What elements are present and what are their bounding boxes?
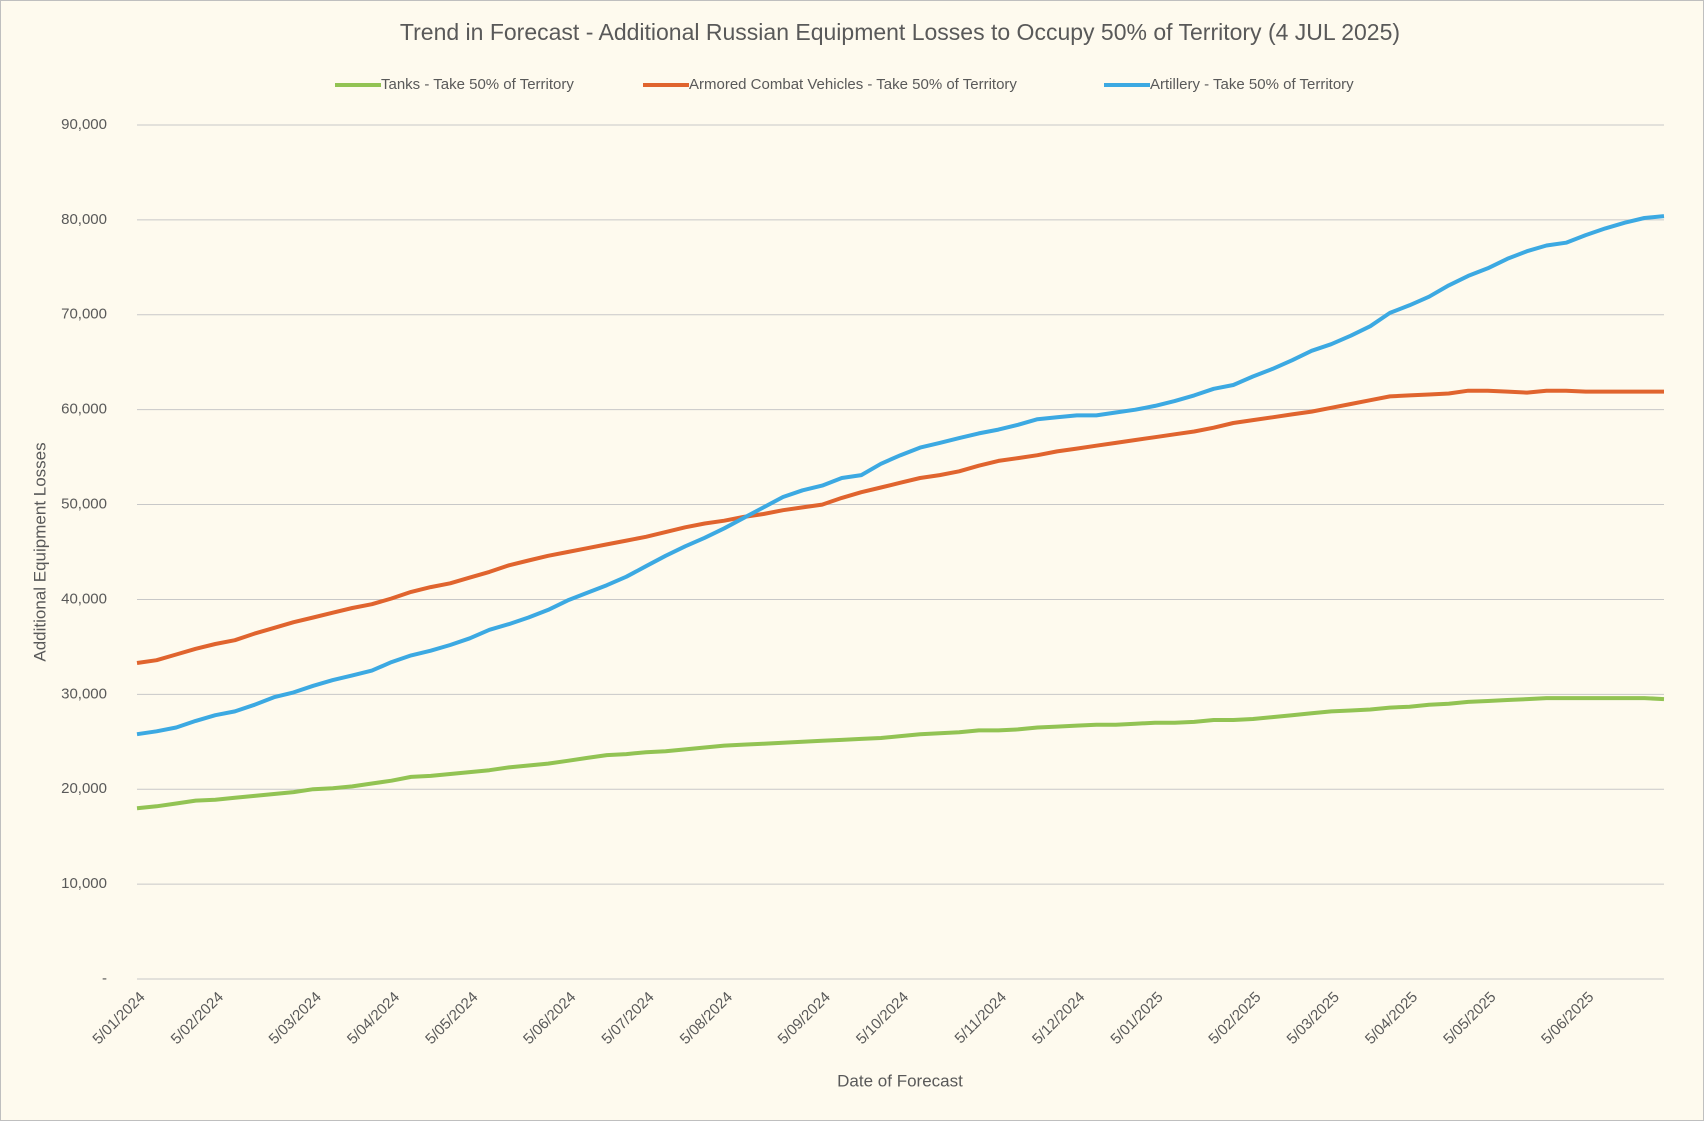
- y-tick-label: -: [102, 970, 107, 987]
- series-line: [136, 696, 1665, 811]
- series-line: [136, 214, 1665, 737]
- series-line: [136, 388, 1664, 665]
- y-tick-label: 60,000: [61, 401, 107, 418]
- legend-label: Artillery - Take 50% of Territory: [1150, 76, 1354, 93]
- y-tick-label: 40,000: [61, 590, 107, 607]
- y-tick-label: 10,000: [61, 875, 107, 892]
- chart-title: Trend in Forecast - Additional Russian E…: [400, 19, 1400, 45]
- legend-label: Armored Combat Vehicles - Take 50% of Te…: [689, 76, 1017, 93]
- x-axis-title: Date of Forecast: [837, 1071, 963, 1090]
- y-tick-label: 20,000: [61, 780, 107, 797]
- legend-label: Tanks - Take 50% of Territory: [381, 76, 574, 93]
- y-tick-label: 50,000: [61, 496, 107, 513]
- y-tick-label: 30,000: [61, 685, 107, 702]
- y-axis-title: Additional Equipment Losses: [30, 442, 49, 661]
- y-tick-label: 80,000: [61, 211, 107, 228]
- y-tick-label: 70,000: [61, 306, 107, 323]
- y-tick-label: 90,000: [61, 116, 107, 133]
